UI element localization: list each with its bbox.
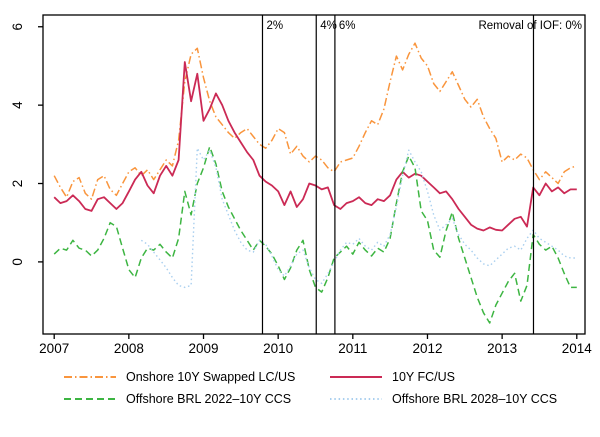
- x-tick-label: 2009: [188, 341, 218, 356]
- x-tick-label: 2012: [412, 341, 442, 356]
- legend-item-2: Offshore BRL 2022–10Y CCS: [0, 391, 300, 407]
- plot-box: [42, 14, 586, 335]
- legend-swatch-2: [64, 398, 116, 400]
- series-line-1: [53, 61, 577, 232]
- legend-label-2: Offshore BRL 2022–10Y CCS: [126, 392, 292, 406]
- event-label-1: 4%: [320, 20, 337, 32]
- legend-label-0: Onshore 10Y Swapped LC/US: [126, 370, 296, 384]
- legend-item-0: Onshore 10Y Swapped LC/US: [0, 369, 300, 385]
- y-tick-label: 0: [10, 258, 25, 266]
- legend-label-3: Offshore BRL 2028–10Y CCS: [392, 392, 558, 406]
- x-tick-label: 2014: [562, 341, 593, 356]
- legend-swatch-3: [330, 398, 382, 400]
- event-label-3: Removal of IOF: 0%: [478, 20, 582, 32]
- chart-svg: 2007 2008 2009 2010 2011 2012 2013 2014 0 2 4 6 2% 4%…: [10, 14, 593, 356]
- series-line-0: [53, 42, 578, 200]
- x-tick-label: 2008: [114, 341, 144, 356]
- legend-swatch-0: [64, 376, 116, 378]
- x-tick-label: 2010: [263, 341, 293, 356]
- event-label-2: 6%: [339, 20, 356, 32]
- chart-legend: Onshore 10Y Swapped LC/US 10Y FC/US Offsho…: [0, 369, 600, 407]
- series-line-2: [53, 145, 577, 324]
- y-tick-label: 2: [10, 180, 25, 188]
- legend-label-1: 10Y FC/US: [392, 370, 455, 384]
- x-tick-label: 2013: [487, 341, 517, 356]
- x-tick-label: 2011: [338, 341, 367, 356]
- y-tick-label: 6: [10, 23, 25, 31]
- legend-swatch-1: [330, 376, 382, 378]
- series-line-3: [140, 147, 577, 289]
- legend-item-3: Offshore BRL 2028–10Y CCS: [300, 391, 600, 407]
- legend-item-1: 10Y FC/US: [300, 369, 600, 385]
- y-tick-label: 4: [10, 101, 25, 109]
- event-label-0: 2%: [266, 20, 283, 32]
- x-tick-label: 2007: [39, 341, 69, 356]
